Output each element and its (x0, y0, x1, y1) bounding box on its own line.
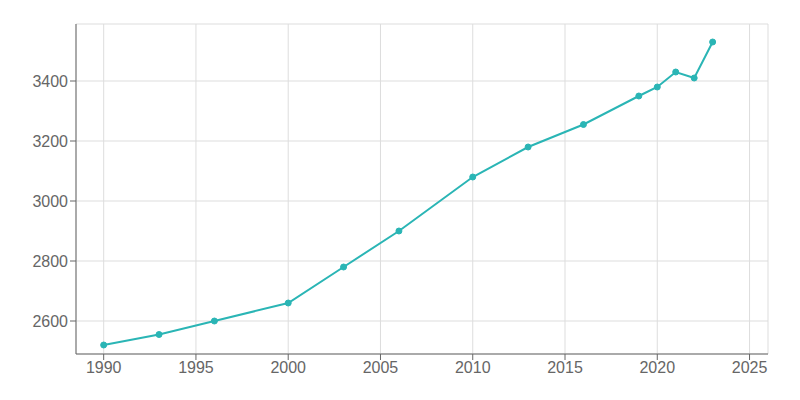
svg-text:2800: 2800 (32, 253, 68, 270)
svg-text:2025: 2025 (732, 359, 768, 376)
svg-text:2010: 2010 (455, 359, 491, 376)
svg-text:2020: 2020 (639, 359, 675, 376)
svg-text:2015: 2015 (547, 359, 583, 376)
svg-text:2600: 2600 (32, 313, 68, 330)
svg-text:1990: 1990 (86, 359, 122, 376)
svg-text:3000: 3000 (32, 193, 68, 210)
svg-text:2000: 2000 (270, 359, 306, 376)
svg-text:1995: 1995 (178, 359, 214, 376)
svg-text:3400: 3400 (32, 73, 68, 90)
svg-text:3200: 3200 (32, 133, 68, 150)
svg-text:2005: 2005 (363, 359, 399, 376)
